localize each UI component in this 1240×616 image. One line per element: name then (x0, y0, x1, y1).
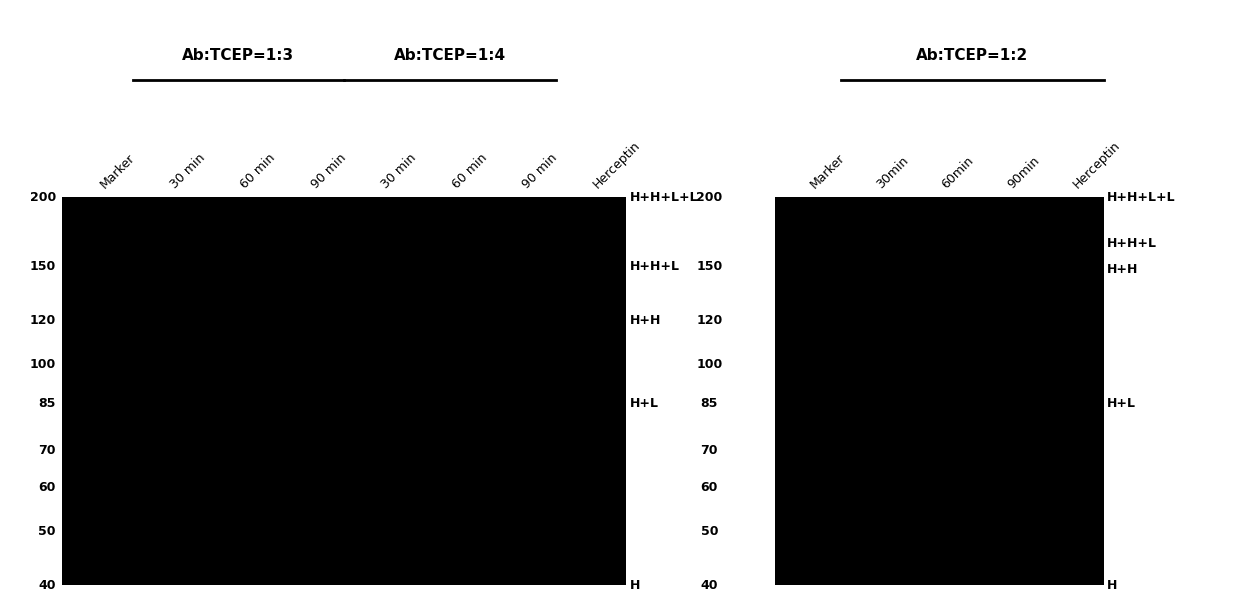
Text: 50: 50 (38, 525, 56, 538)
Text: Marker: Marker (808, 151, 848, 191)
Text: 90 min: 90 min (309, 151, 348, 191)
Text: Marker: Marker (97, 151, 138, 191)
Text: 60min: 60min (940, 154, 976, 191)
Text: 90 min: 90 min (521, 151, 560, 191)
Text: 120: 120 (30, 314, 56, 327)
Text: Ab:TCEP=1:3: Ab:TCEP=1:3 (182, 48, 294, 63)
Text: 150: 150 (696, 260, 723, 273)
Text: H+H+L: H+H+L (1107, 237, 1157, 250)
Text: H+L: H+L (630, 397, 658, 410)
Text: 60: 60 (701, 481, 718, 494)
Text: 150: 150 (30, 260, 56, 273)
Text: 40: 40 (38, 578, 56, 592)
Text: Ab:TCEP=1:2: Ab:TCEP=1:2 (916, 48, 1028, 63)
Text: 40: 40 (701, 578, 718, 592)
Text: Herceptin: Herceptin (591, 139, 644, 191)
Text: Herceptin: Herceptin (1071, 139, 1123, 191)
Text: 60 min: 60 min (450, 151, 490, 191)
Text: 30 min: 30 min (167, 151, 207, 191)
Text: 200: 200 (30, 190, 56, 204)
Text: 120: 120 (696, 314, 723, 327)
Text: H+H+L+L: H+H+L+L (630, 190, 698, 204)
Text: H+H: H+H (630, 314, 661, 327)
Text: 70: 70 (38, 444, 56, 456)
Text: 60: 60 (38, 481, 56, 494)
Text: Ab:TCEP=1:4: Ab:TCEP=1:4 (394, 48, 506, 63)
Text: 100: 100 (30, 358, 56, 371)
Text: 60 min: 60 min (238, 151, 278, 191)
Text: 90min: 90min (1004, 154, 1042, 191)
Text: 85: 85 (701, 397, 718, 410)
Text: 30 min: 30 min (379, 151, 419, 191)
Text: 200: 200 (696, 190, 723, 204)
Text: H: H (630, 578, 640, 592)
Text: H: H (1107, 578, 1117, 592)
Text: H+H: H+H (1107, 263, 1138, 276)
Text: 50: 50 (701, 525, 718, 538)
Text: 85: 85 (38, 397, 56, 410)
Text: 100: 100 (696, 358, 723, 371)
Text: 70: 70 (701, 444, 718, 456)
Text: 30min: 30min (873, 154, 910, 191)
Text: H+H+L+L: H+H+L+L (1107, 190, 1176, 204)
Text: H+H+L: H+H+L (630, 260, 680, 273)
Text: H+L: H+L (1107, 397, 1136, 410)
